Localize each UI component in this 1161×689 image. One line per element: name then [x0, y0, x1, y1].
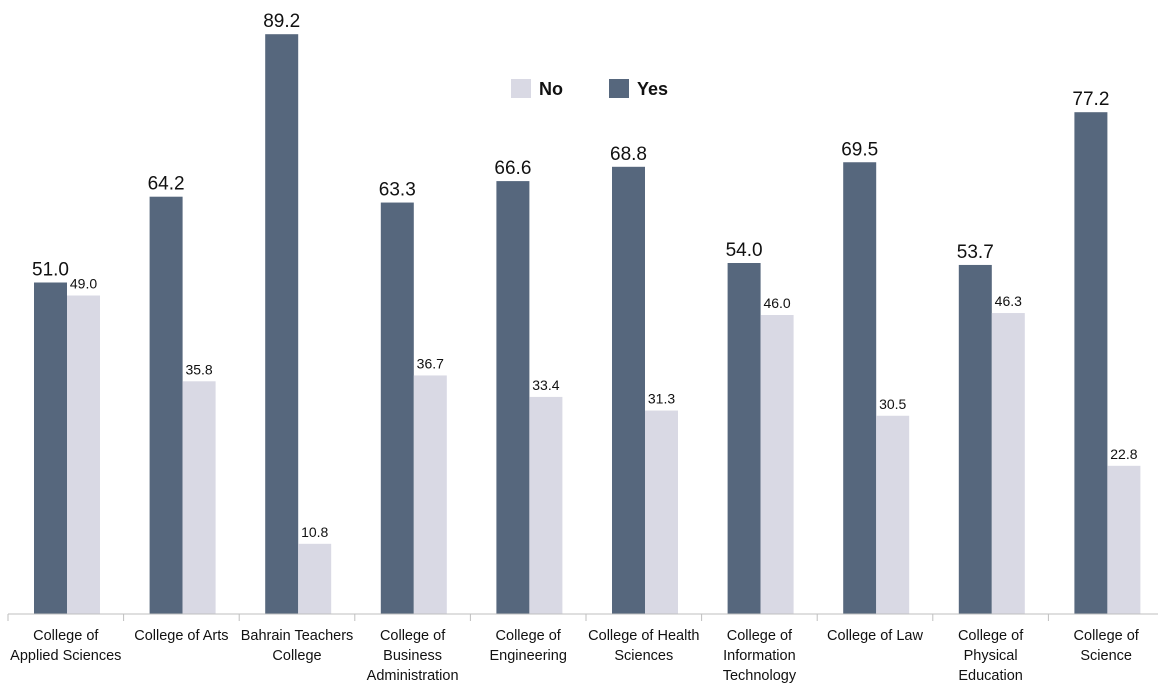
bar-no: [529, 396, 563, 614]
bar-yes: [380, 202, 414, 615]
value-label-yes: 64.2: [148, 174, 185, 195]
value-label-no: 33.4: [532, 377, 559, 393]
category-labels-layer: College of Applied Sciences College of Art…: [10, 628, 1140, 684]
bar-no: [991, 313, 1025, 614]
bar-no: [1107, 465, 1141, 614]
value-label-no: 31.3: [648, 391, 675, 407]
value-label-no: 22.8: [1110, 446, 1137, 462]
x-axis-ticks: [7, 614, 1049, 621]
bar-no: [67, 295, 100, 614]
bar-no: [413, 375, 447, 614]
bar-yes: [1074, 112, 1108, 614]
value-label-yes: 51.0: [32, 260, 69, 281]
value-label-yes: 53.7: [957, 242, 994, 263]
bar-yes: [496, 181, 530, 614]
category-label: College of Information Technology: [723, 628, 797, 684]
category-label: College of Physical Education: [958, 628, 1024, 684]
category-label: College of Law: [827, 628, 923, 644]
category-label: College of Arts: [134, 628, 228, 644]
value-label-no: 30.5: [879, 396, 906, 412]
value-label-yes: 77.2: [1072, 89, 1109, 110]
bar-no: [645, 410, 678, 614]
legend-label-no: No: [539, 79, 563, 99]
bar-yes: [34, 282, 67, 614]
value-label-no: 46.0: [763, 295, 790, 311]
category-label: College of Applied Sciences: [10, 628, 121, 664]
bars-layer: [34, 34, 1141, 615]
value-label-yes: 63.3: [379, 180, 416, 201]
bar-no: [182, 381, 216, 614]
value-label-no: 49.0: [70, 276, 97, 292]
bar-yes: [727, 263, 761, 614]
legend-label-yes: Yes: [637, 79, 668, 99]
legend-swatch-yes: [609, 79, 629, 98]
bar-yes: [843, 162, 877, 614]
bar-yes: [265, 34, 299, 614]
bar-yes: [149, 196, 183, 614]
value-label-no: 36.7: [417, 355, 444, 371]
category-label: College of Science: [1074, 628, 1140, 664]
value-label-yes: 54.0: [726, 240, 763, 261]
value-label-no: 10.8: [301, 524, 328, 540]
category-label: College of Health Sciences: [588, 628, 699, 664]
value-label-no: 46.3: [995, 293, 1022, 309]
category-label: College of Engineering: [489, 628, 566, 664]
value-label-yes: 68.8: [610, 144, 647, 165]
legend-swatch-no: [511, 79, 531, 98]
bar-no: [876, 415, 910, 614]
value-labels-layer: 51.049.0 64.2 35.8 89.2 10.8 63.3 36.7 66.6 33.4…: [32, 11, 1138, 540]
value-label-no: 35.8: [185, 361, 212, 377]
bar-no: [760, 315, 794, 614]
value-label-yes: 89.2: [263, 11, 300, 32]
bar-yes: [958, 264, 992, 614]
category-label: College of Business Administration: [367, 628, 459, 684]
category-label: Bahrain Teachers College: [241, 628, 354, 664]
value-label-yes: 69.5: [841, 139, 878, 160]
bar-yes: [612, 166, 645, 615]
legend: No Yes: [511, 79, 668, 99]
value-label-yes: 66.6: [494, 158, 531, 179]
bar-no: [298, 543, 332, 614]
